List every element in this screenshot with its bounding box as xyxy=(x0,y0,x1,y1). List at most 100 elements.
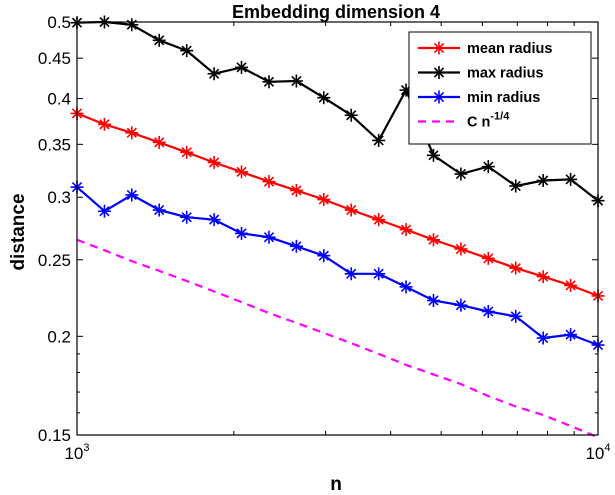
max-radius-point xyxy=(289,74,303,88)
min-radius-point xyxy=(207,213,221,227)
min-radius-point xyxy=(262,230,276,244)
mean-radius-point xyxy=(399,223,413,237)
marker-stroke xyxy=(291,75,302,87)
mean-radius-point xyxy=(235,165,249,179)
y-tick-label: 0.3 xyxy=(47,188,71,207)
mean-radius-point xyxy=(125,126,139,140)
min-radius-point xyxy=(399,280,413,294)
reference-line xyxy=(76,238,599,439)
marker-stroke xyxy=(181,45,192,56)
x-tick-label: 103 xyxy=(64,442,89,463)
marker-stroke xyxy=(181,147,192,158)
marker-stroke xyxy=(373,214,384,225)
max-radius-point xyxy=(481,160,495,174)
min-radius-point xyxy=(426,294,440,308)
mean-radius-point xyxy=(372,213,386,227)
marker-stroke xyxy=(154,137,165,148)
min-radius-point xyxy=(536,331,550,345)
marker-stroke xyxy=(291,241,302,252)
max-radius-point xyxy=(235,60,249,74)
marker-stroke xyxy=(373,135,384,146)
legend-marker-max-radius xyxy=(432,66,446,79)
marker-stroke xyxy=(126,189,137,201)
plot-frame xyxy=(76,21,599,436)
max-radius-point xyxy=(536,173,550,187)
marker-stroke xyxy=(346,110,357,121)
max-radius-point xyxy=(180,44,194,58)
marker-stroke xyxy=(236,228,247,239)
mean-radius-point xyxy=(289,183,303,197)
marker-stroke xyxy=(400,281,412,293)
max-radius-point xyxy=(317,91,331,105)
max-radius-point xyxy=(372,133,386,147)
mean-radius-point xyxy=(207,155,221,169)
x-tick-label-exponent: 4 xyxy=(604,442,610,454)
marker-stroke xyxy=(510,262,521,274)
legend-label-min-radius: min radius xyxy=(467,90,540,106)
x-axis: 103 104 xyxy=(64,22,611,463)
marker-stroke xyxy=(433,42,445,54)
x-tick-label-base: 10 xyxy=(585,444,604,463)
min-radius-point xyxy=(564,328,578,342)
marker-stroke xyxy=(455,300,467,311)
min-radius-point xyxy=(289,239,303,253)
marker-stroke xyxy=(433,91,445,103)
marker-stroke xyxy=(565,280,576,291)
marker-stroke xyxy=(318,92,329,103)
max-radius-point xyxy=(426,148,440,162)
marker-stroke xyxy=(538,332,549,344)
marker-stroke xyxy=(263,232,275,243)
marker-stroke xyxy=(483,161,494,172)
max-radius-point xyxy=(262,75,276,89)
mean-radius-point xyxy=(509,261,523,275)
marker-stroke xyxy=(510,180,521,192)
marker-stroke xyxy=(346,268,357,279)
y-axis-title: distance xyxy=(8,193,29,270)
marker-stroke xyxy=(400,224,412,235)
min-radius-point xyxy=(372,267,386,281)
marker-stroke xyxy=(428,234,439,245)
marker-stroke xyxy=(373,268,384,279)
legend-marker-min-radius xyxy=(432,90,446,104)
marker-stroke xyxy=(428,295,439,306)
marker-stroke xyxy=(565,329,576,340)
marker-stroke xyxy=(455,243,467,255)
marker-stroke xyxy=(99,206,110,217)
min-radius-point xyxy=(317,249,331,263)
mean-radius-point xyxy=(426,233,440,247)
y-tick-label: 0.45 xyxy=(38,49,71,68)
marker-stroke xyxy=(291,185,302,196)
min-radius-point xyxy=(509,309,523,323)
marker-stroke xyxy=(483,253,494,264)
series-min-radius xyxy=(70,180,605,352)
min-radius-point xyxy=(481,305,495,319)
mean-radius-point xyxy=(344,203,358,217)
marker-stroke xyxy=(510,311,521,322)
marker-stroke xyxy=(208,68,220,79)
legend-label-reference: C n-1/4 xyxy=(467,111,510,131)
marker-stroke xyxy=(208,214,220,225)
x-tick-label: 104 xyxy=(585,442,610,463)
marker-stroke xyxy=(455,168,467,180)
legend-label-exponent: -1/4 xyxy=(490,111,510,123)
min-radius-point xyxy=(344,267,358,281)
legend-label-base: C n xyxy=(467,115,490,131)
legend-label-mean-radius: mean radius xyxy=(467,41,552,57)
x-tick-label-base: 10 xyxy=(64,444,83,463)
max-radius-point xyxy=(125,18,139,32)
y-tick-label: 0.15 xyxy=(38,426,71,445)
mean-radius-point xyxy=(262,175,276,189)
marker-stroke xyxy=(154,35,165,46)
y-tick-label: 0.25 xyxy=(38,251,71,270)
mean-radius-point xyxy=(317,193,331,207)
min-radius-point xyxy=(152,203,166,217)
max-radius-point xyxy=(152,33,166,47)
min-radius-line xyxy=(76,186,599,347)
min-radius-point xyxy=(97,204,111,218)
marker-stroke xyxy=(318,194,329,205)
max-radius-point xyxy=(564,172,578,186)
legend-label-max-radius: max radius xyxy=(467,66,544,82)
series-reference xyxy=(76,238,599,439)
series-max-radius xyxy=(70,15,605,208)
